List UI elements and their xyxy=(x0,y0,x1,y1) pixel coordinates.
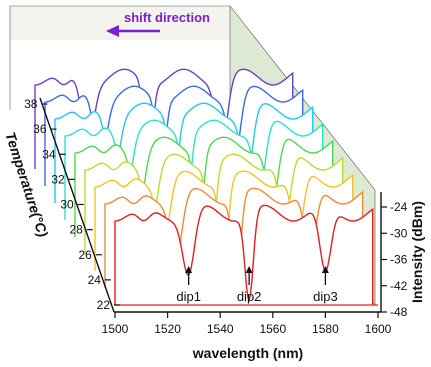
x-tick-label: 1600 xyxy=(365,322,392,336)
x-tick-label: 1580 xyxy=(312,322,339,336)
y-tick-label: -24 xyxy=(390,200,408,214)
dip-arrow-head xyxy=(245,266,253,273)
dip-label-3: dip3 xyxy=(313,289,338,304)
z-tick-label: 34 xyxy=(42,147,56,161)
dip-arrow-head xyxy=(185,266,193,273)
dip-arrow-head xyxy=(321,266,329,273)
x-tick-label: 1540 xyxy=(207,322,234,336)
z-tick-label: 22 xyxy=(97,298,111,312)
spectra-layer xyxy=(34,68,374,305)
y-tick-label: -48 xyxy=(390,305,408,319)
shift-direction-label: shift direction xyxy=(124,10,210,25)
z-tick-label: 32 xyxy=(51,172,65,186)
dip-label-2: dip2 xyxy=(237,289,262,304)
spectrum-34C xyxy=(64,119,324,221)
z-tick-label: 38 xyxy=(24,97,38,111)
y-axis-title: Intensity (dBm) xyxy=(409,201,425,303)
dip-label-1: dip1 xyxy=(176,289,201,304)
x-tick-label: 1520 xyxy=(154,322,181,336)
z-tick-label: 30 xyxy=(60,198,74,212)
shift-annotation: shift direction xyxy=(106,10,210,37)
y-tick-label: -36 xyxy=(390,253,408,267)
spectrum-24C xyxy=(114,204,374,305)
z-tick-label: 28 xyxy=(69,223,83,237)
back-wall xyxy=(10,6,230,40)
dip-labels-layer: dip1 dip2 dip3 xyxy=(176,266,338,304)
axes-layer: 1500 1520 1540 1560 1580 1600 -24 -30 -36 -42 -48… xyxy=(24,97,408,336)
x-axis-title: wavelength (nm) xyxy=(192,345,303,361)
x-tick-label: 1560 xyxy=(259,322,286,336)
depth-axis-line xyxy=(39,97,115,313)
z-tick-label: 26 xyxy=(79,248,93,262)
shift-arrow-head xyxy=(106,25,119,37)
spectrum-36C xyxy=(54,102,314,204)
spectrum-38C xyxy=(44,85,304,188)
spectrum-40C xyxy=(34,68,294,171)
y-tick-label: -42 xyxy=(390,279,408,293)
z-tick-label: 36 xyxy=(33,122,47,136)
y-tick-label: -30 xyxy=(390,226,408,240)
z-tick-label: 24 xyxy=(88,273,102,287)
x-tick-label: 1500 xyxy=(102,322,129,336)
